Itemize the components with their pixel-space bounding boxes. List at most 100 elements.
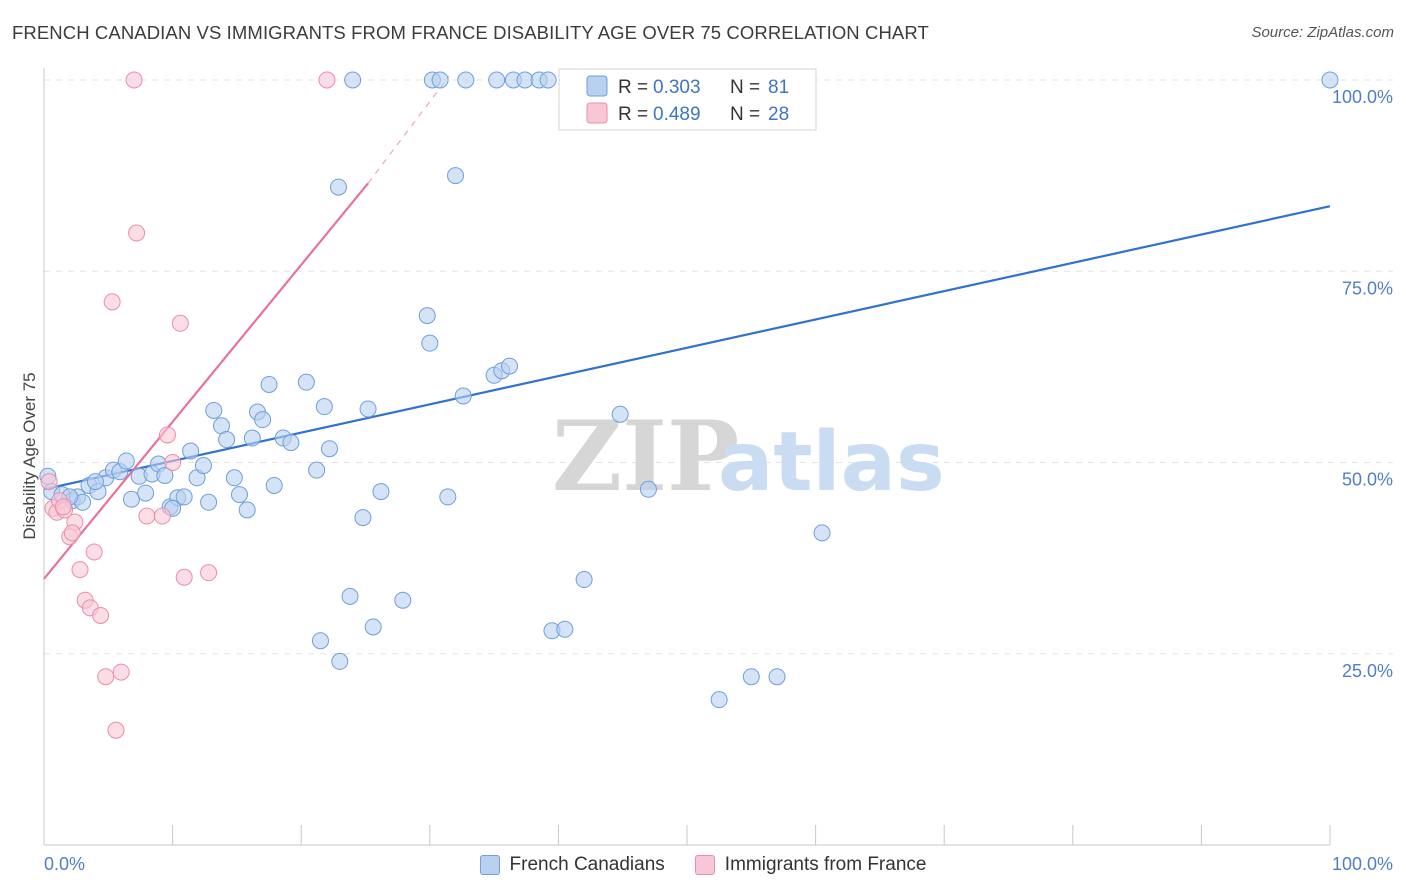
point-immigrants-from-france: [63, 524, 81, 542]
trend-line-extension: [367, 75, 450, 184]
point-immigrants-from-france: [85, 543, 103, 561]
legend-n-value-2: 28: [768, 104, 789, 125]
point-immigrants-from-france: [107, 721, 125, 739]
correlation-legend: R = 0.303 N = 81 R = 0.489 N = 28: [558, 68, 817, 131]
point-french-canadians: [218, 431, 236, 449]
watermark-atlas: atlas: [718, 415, 945, 510]
point-immigrants-from-france: [103, 293, 121, 311]
chart-title: FRENCH CANADIAN VS IMMIGRANTS FROM FRANC…: [12, 22, 929, 43]
point-french-canadians: [137, 484, 155, 502]
point-french-canadians: [194, 457, 212, 475]
point-french-canadians: [265, 476, 283, 494]
point-french-canadians: [243, 429, 261, 447]
point-french-canadians: [308, 461, 326, 479]
legend-swatch-french-canadians: [479, 855, 500, 875]
point-french-canadians: [230, 486, 248, 504]
series-immigrants-from-france: [40, 71, 336, 739]
series-french-canadians: [39, 71, 1339, 709]
legend-n-label-2: N =: [730, 104, 760, 125]
point-french-canadians: [488, 71, 506, 89]
legend-r-value-1: 0.303: [653, 77, 701, 98]
point-french-canadians: [418, 307, 436, 325]
point-immigrants-from-france: [92, 607, 110, 624]
point-french-canadians: [86, 473, 104, 491]
point-french-canadians: [344, 71, 362, 89]
point-french-canadians: [182, 442, 200, 460]
point-french-canadians: [575, 571, 593, 589]
point-immigrants-from-france: [158, 426, 176, 444]
point-french-canadians: [1321, 71, 1339, 89]
gridlines: [44, 79, 1393, 655]
point-immigrants-from-france: [164, 454, 182, 471]
y-tick-labels: 25.0% 50.0% 75.0% 100.0%: [1332, 87, 1393, 681]
source-label: Source: ZipAtlas.com: [1251, 24, 1394, 41]
point-french-canadians: [431, 71, 449, 89]
legend-swatch-pink: [586, 102, 608, 124]
x-tick-label-max: 100.0%: [1332, 854, 1393, 874]
legend-n-label-1: N =: [730, 77, 760, 98]
point-french-canadians: [311, 632, 329, 650]
point-french-canadians: [205, 401, 223, 419]
x-tick-label-min: 0.0%: [44, 854, 85, 874]
point-french-canadians: [516, 71, 534, 89]
point-french-canadians: [710, 691, 728, 709]
legend-label-immigrants-from-france: Immigrants from France: [724, 854, 927, 875]
legend-item-french-canadians: French Canadians: [479, 854, 665, 876]
point-french-canadians: [282, 434, 300, 452]
point-immigrants-from-france: [40, 473, 58, 491]
point-french-canadians: [225, 469, 243, 487]
y-tick-label: 50.0%: [1342, 470, 1393, 490]
y-tick-label: 75.0%: [1342, 278, 1393, 298]
point-french-canadians: [539, 71, 557, 89]
point-french-canadians: [372, 483, 390, 501]
point-french-canadians: [260, 375, 278, 393]
point-french-canadians: [454, 387, 472, 405]
point-french-canadians: [156, 467, 174, 485]
y-tick-label: 25.0%: [1342, 661, 1393, 681]
point-immigrants-from-france: [97, 668, 115, 686]
point-immigrants-from-france: [125, 71, 143, 89]
legend-r-label-1: R =: [618, 77, 648, 98]
point-immigrants-from-france: [318, 71, 336, 89]
point-french-canadians: [175, 488, 193, 506]
y-tick-label: 100.0%: [1332, 87, 1393, 107]
point-french-canadians: [297, 373, 315, 391]
legend-swatch-immigrants-from-france: [694, 855, 715, 875]
legend-label-french-canadians: French Canadians: [509, 854, 665, 875]
point-french-canadians: [394, 591, 412, 609]
series-legend: French Canadians Immigrants from France: [0, 852, 1406, 878]
point-french-canadians: [457, 71, 475, 89]
point-french-canadians: [501, 357, 519, 375]
point-french-canadians: [439, 488, 457, 506]
point-immigrants-from-france: [200, 564, 218, 582]
point-french-canadians: [200, 493, 218, 511]
legend-n-value-1: 81: [768, 77, 789, 98]
point-french-canadians: [556, 620, 574, 638]
point-french-canadians: [421, 334, 439, 352]
point-french-canadians: [768, 668, 786, 686]
point-french-canadians: [331, 652, 349, 670]
point-immigrants-from-france: [138, 507, 156, 525]
point-french-canadians: [122, 490, 140, 508]
point-french-canadians: [447, 167, 465, 185]
point-immigrants-from-france: [54, 498, 72, 516]
legend-r-value-2: 0.489: [653, 104, 701, 125]
point-immigrants-from-france: [128, 224, 146, 242]
point-french-canadians: [341, 587, 359, 605]
point-french-canadians: [238, 501, 256, 519]
watermark: ZIP atlas: [552, 400, 945, 513]
point-french-canadians: [611, 405, 629, 423]
point-immigrants-from-france: [175, 568, 193, 586]
point-immigrants-from-france: [171, 314, 189, 332]
point-french-canadians: [354, 509, 372, 527]
point-french-canadians: [315, 398, 333, 416]
point-french-canadians: [364, 618, 382, 636]
point-french-canadians: [329, 178, 347, 196]
point-french-canadians: [359, 400, 377, 418]
point-french-canadians: [742, 668, 760, 686]
legend-r-label-2: R =: [618, 104, 648, 125]
point-french-canadians: [320, 440, 338, 458]
legend-item-immigrants-from-france: Immigrants from France: [694, 854, 927, 876]
point-french-canadians: [813, 524, 831, 542]
